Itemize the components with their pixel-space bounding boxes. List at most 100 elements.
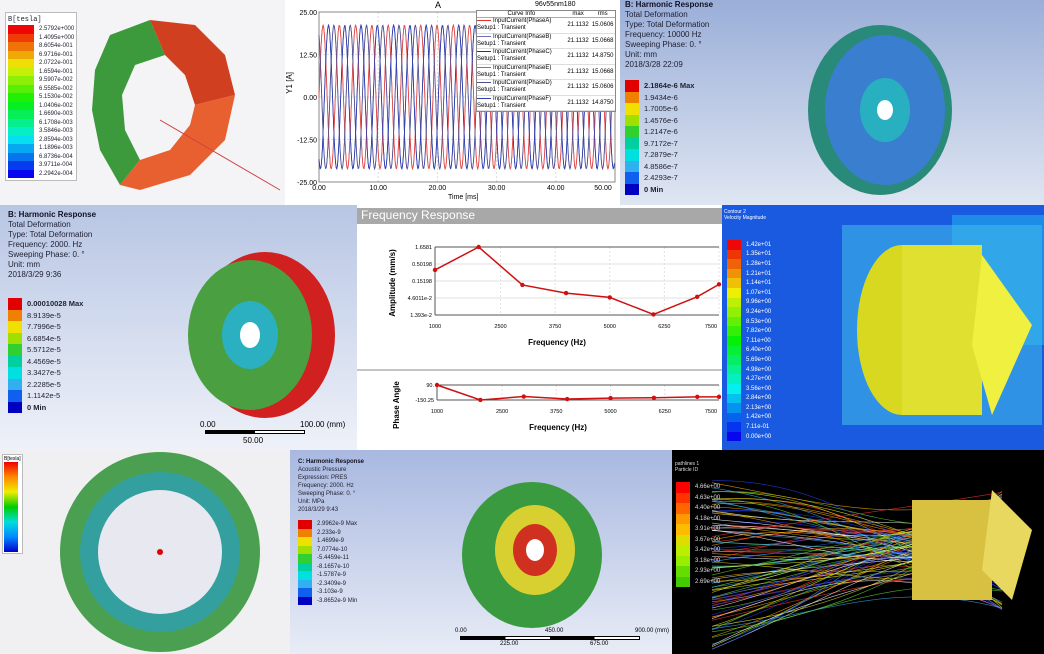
legend-entry: 6.8736e-004 [8,153,74,162]
legend-value: -5.4459e-11 [317,555,349,561]
wheel-image [800,15,960,200]
legend-swatch [8,127,34,136]
series-swatch [477,82,491,83]
legend-entry: 4.18e+00 [676,514,720,525]
legend-entry: 4.8586e-7 [625,161,694,173]
legend-value: 4.8586e-7 [644,162,678,171]
y-tick-label: -150.25 [415,398,434,404]
x-tick-label: 5000 [604,409,616,415]
legend-value: 3.5846e-003 [39,128,73,134]
y-tick-label: 1.6581 [415,245,432,251]
legend-entry: 4.4569e-5 [8,356,83,368]
legend-row: InputCurrent(PhaseF) Setup1 : Transient 21… [477,96,615,112]
legend-value: 9.24e+00 [746,309,771,315]
legend-swatch [676,503,690,514]
legend-swatch [298,571,312,580]
stator-panel: B[tesla] [0,450,290,654]
scale-bar [460,636,640,640]
info-line: Sweeping Phase: 0. ° [8,250,96,260]
series-name: InputCurrent(PhaseC) [493,49,552,55]
result-title: B: Harmonic Response [625,0,713,9]
acoustic-panel: C: Harmonic Response Acoustic Pressure Ex… [290,450,672,654]
legend-swatch [727,278,741,288]
legend-entry: 2.233e-9 [298,529,357,538]
info-line: Unit: mm [625,50,713,60]
legend-swatch [727,355,741,365]
legend-entry: -3.8652e-9 Min [298,597,357,606]
legend-swatch [676,524,690,535]
y-tick-label: 90. [426,383,434,389]
x-tick-label: 5000 [604,324,616,330]
legend-swatch [8,170,34,179]
legend-value: 3.91e+00 [695,526,720,532]
data-point [608,295,612,299]
legend-swatch [625,80,639,92]
legend-swatch [625,172,639,184]
legend-value: 1.42e+00 [746,414,771,420]
legend-value: 7.82e+00 [746,328,771,334]
legend-value: 2.9962e-9 Max [317,521,357,527]
legend-entry: 8.53e+00 [727,317,771,327]
info-line: Sweeping Phase: 0. ° [298,490,364,498]
pressure-legend: 2.9962e-9 Max 2.233e-9 1.4699e-9 7.0774e-10… [298,520,357,605]
legend-value: 8.6054e-001 [39,43,73,49]
legend-entry: 7.0774e-10 [298,546,357,555]
legend-swatch [298,580,312,589]
legend-swatch [727,384,741,394]
legend-swatch [8,356,22,368]
velocity-legend: 1.42e+01 1.35e+01 1.28e+01 1.21e+01 1.14e+01… [727,240,771,441]
series-rms: 15.0668 [590,38,615,44]
legend-header-cell: max [566,11,591,17]
legend-row: InputCurrent(PhaseB) Setup1 : Transient 21… [477,34,615,50]
legend-swatch [8,110,34,119]
info-line: Frequency: 2000. Hz [8,240,96,250]
legend-entry: 3.42e+00 [676,545,720,556]
stator-legend: B[tesla] [2,454,23,554]
legend-entry: 9.5907e-002 [8,76,74,85]
legend-value: -2.3409e-9 [317,581,346,587]
chart-title: A [435,0,441,10]
info-line: Expression: PRES [298,474,364,482]
legend-entry: -8.1657e-10 [298,563,357,572]
legend-value: 8.53e+00 [746,319,771,325]
legend-entry: 9.24e+00 [727,307,771,317]
x-tick-label: 2500 [494,324,506,330]
info-line: Unit: MPa [298,498,364,506]
series-setup: Setup1 : Transient [477,41,566,48]
legend-entry: 2.9962e-9 Max [298,520,357,529]
legend-entry: 9.7172e-7 [625,138,694,150]
series-rms: 14.8750 [590,100,615,106]
legend-value: 2.84e+00 [746,395,771,401]
legend-swatch [8,93,34,102]
legend-entry: 2.84e+00 [727,394,771,404]
deformation-legend: 0.00010028 Max 8.9139e-5 7.7996e-5 6.6854e-… [8,298,83,413]
legend-swatch [727,403,741,413]
project-name: 96v55nm180 [535,1,575,8]
legend-swatch [8,367,22,379]
info-line: Acoustic Pressure [298,466,364,474]
disc-image [460,480,605,630]
legend-value: 4.40e+00 [695,505,720,511]
legend-value: 1.1142e-5 [27,391,60,400]
legend-value: 2.0722e-001 [39,60,73,66]
legend-entry: 4.63e+00 [676,493,720,504]
legend-swatch [727,326,741,336]
legend-value: 0.00010028 Max [27,299,83,308]
legend-swatch [727,269,741,279]
data-point [565,397,569,401]
legend-value: 7.0774e-10 [317,547,347,553]
legend-entry: 1.7005e-6 [625,103,694,115]
legend-value: 1.1896e-003 [39,145,73,151]
legend-entry: 7.11e+00 [727,336,771,346]
data-point [651,312,655,316]
legend-swatch [676,493,690,504]
legend-value: 2.5792e+000 [39,26,74,32]
legend-entry: 1.42e+00 [727,413,771,423]
legend-value: 1.4095e+000 [39,35,74,41]
legend-value: 2.8594e-003 [39,137,73,143]
y-tick-label: 4.6011e-2 [408,296,432,302]
legend-value: -8.1657e-10 [317,564,349,570]
legend-entry: 5.5712e-5 [8,344,83,356]
series-setup: Setup1 : Transient [477,56,566,63]
legend-entry: 1.2147e-6 [625,126,694,138]
